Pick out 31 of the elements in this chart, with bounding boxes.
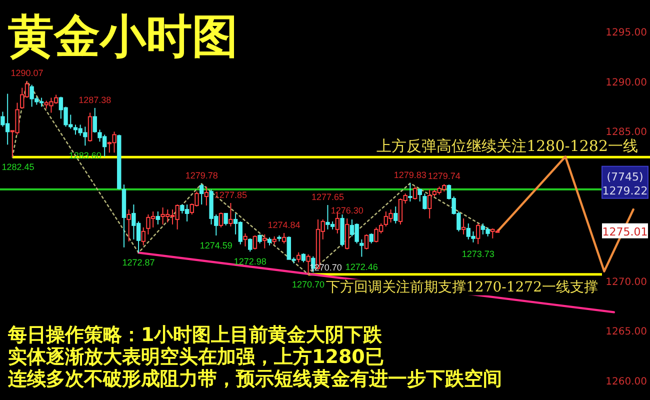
y-tick-label: 1260.00 — [606, 376, 647, 388]
annotation: 1272.87 — [122, 258, 155, 268]
annotation: 1274.84 — [268, 220, 300, 230]
annotation: 1290.07 — [10, 68, 44, 78]
annotation: 1270.70 — [292, 279, 325, 290]
y-tick-label: 1285.00 — [606, 127, 647, 138]
annotation: 1275.01 — [602, 225, 648, 238]
chart-title: 黄金小时图 — [8, 9, 238, 63]
y-tick-label: 1265.00 — [606, 326, 647, 338]
annotation: 1274.59 — [200, 240, 232, 251]
ref-line-label: (7745) 1279.22 — [602, 170, 648, 198]
annotation: 1279.83 — [394, 170, 426, 180]
y-tick-label: 1270.00 — [606, 276, 647, 288]
annotation: 1287.38 — [78, 94, 112, 105]
ref-line-label: 上方反弹高位继续关注1280-1282一线 — [376, 137, 638, 156]
y-tick-label: 1295.00 — [606, 27, 647, 38]
annotation: 1272.46 — [345, 262, 378, 272]
y-tick-label: 1290.00 — [606, 77, 647, 88]
annotation: 1279.74 — [428, 171, 460, 182]
ref-line-label: 下方回调关注前期支撑1270-1272一线支撑 — [326, 279, 598, 296]
annotation: 1279.78 — [185, 170, 218, 181]
annotation: 1282.45 — [2, 162, 34, 172]
annotation: 1277.65 — [311, 192, 344, 202]
annotation: 实体逐渐放大表明空头在加强，上方1280已 — [8, 346, 384, 368]
annotation: 每日操作策略：1小时图上目前黄金大阴下跌 — [7, 324, 384, 346]
annotation: 1276.30 — [330, 205, 364, 216]
annotation: 连续多次不破形成阻力带，预示短线黄金有进一步下跌空间 — [7, 368, 502, 390]
annotation: 1277.85 — [214, 190, 247, 200]
annotation: 1283.60 — [68, 150, 102, 161]
annotation: 1273.73 — [462, 249, 494, 260]
annotation: 1272.98 — [234, 256, 266, 267]
